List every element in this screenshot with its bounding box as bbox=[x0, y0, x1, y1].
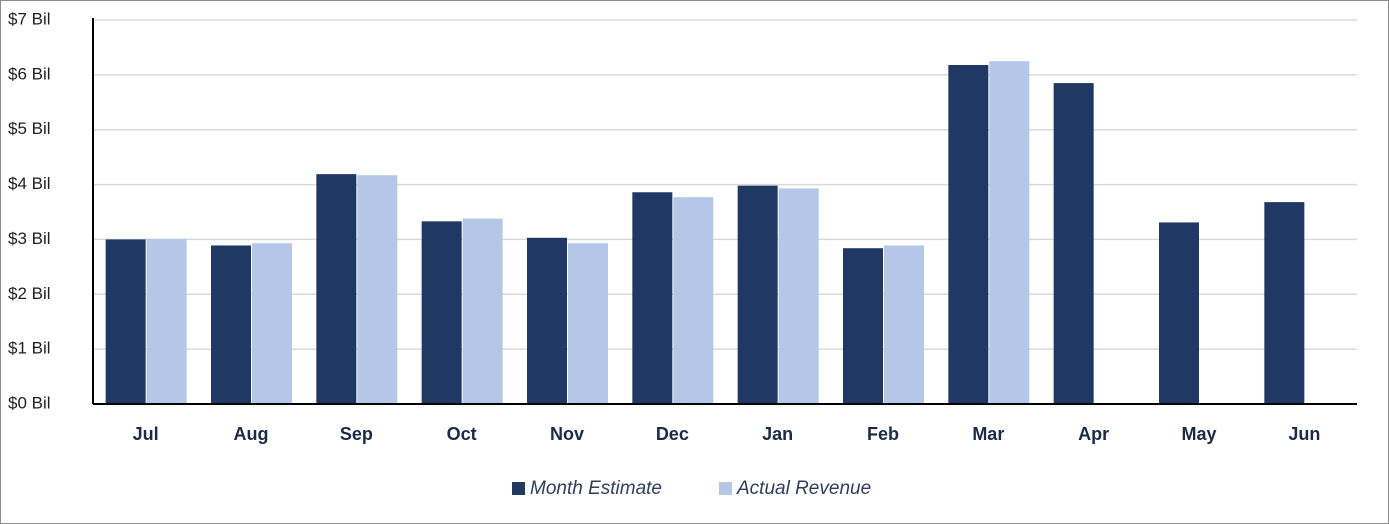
x-tick-label: Aug bbox=[234, 424, 269, 444]
x-tick-label: Feb bbox=[867, 424, 899, 444]
bar bbox=[948, 64, 989, 405]
bar bbox=[421, 221, 462, 404]
bar bbox=[211, 245, 251, 404]
y-tick-label: $6 Bil bbox=[8, 64, 51, 83]
y-tick-label: $4 Bil bbox=[8, 174, 51, 193]
bar bbox=[989, 61, 1030, 405]
y-tick-label: $1 Bil bbox=[8, 339, 51, 358]
x-tick-label: Nov bbox=[550, 424, 584, 444]
bar bbox=[884, 245, 924, 404]
x-tick-label: Oct bbox=[447, 424, 477, 444]
x-tick-label: Sep bbox=[340, 424, 373, 444]
x-tick-label: Jul bbox=[133, 424, 159, 444]
legend-swatch bbox=[512, 482, 525, 495]
bar bbox=[105, 239, 146, 404]
bar bbox=[568, 243, 608, 404]
y-tick-label: $0 Bil bbox=[8, 393, 51, 412]
bar bbox=[146, 238, 187, 404]
bar bbox=[673, 197, 714, 404]
legend-label: Actual Revenue bbox=[736, 478, 871, 499]
x-tick-label: Apr bbox=[1078, 424, 1109, 444]
legend-label: Month Estimate bbox=[530, 478, 662, 499]
y-tick-label: $3 Bil bbox=[8, 229, 51, 248]
y-tick-label: $7 Bil bbox=[8, 9, 51, 28]
legend-swatch bbox=[719, 482, 732, 495]
x-tick-label: Mar bbox=[972, 424, 1004, 444]
bar bbox=[843, 248, 883, 404]
y-tick-label: $5 Bil bbox=[8, 119, 51, 138]
bar bbox=[1159, 222, 1199, 404]
bar bbox=[462, 218, 503, 404]
bar bbox=[778, 188, 819, 404]
x-tick-label: Jan bbox=[762, 424, 793, 444]
bar bbox=[632, 192, 673, 404]
bar bbox=[527, 237, 567, 404]
bar bbox=[252, 243, 292, 404]
y-tick-label: $2 Bil bbox=[8, 284, 51, 303]
bar bbox=[1053, 83, 1094, 404]
x-tick-label: Dec bbox=[656, 424, 689, 444]
x-tick-label: May bbox=[1181, 424, 1216, 444]
bar bbox=[316, 174, 357, 404]
bar bbox=[1264, 202, 1305, 404]
bar bbox=[357, 175, 398, 404]
bar bbox=[737, 185, 778, 404]
x-tick-label: Jun bbox=[1288, 424, 1320, 444]
